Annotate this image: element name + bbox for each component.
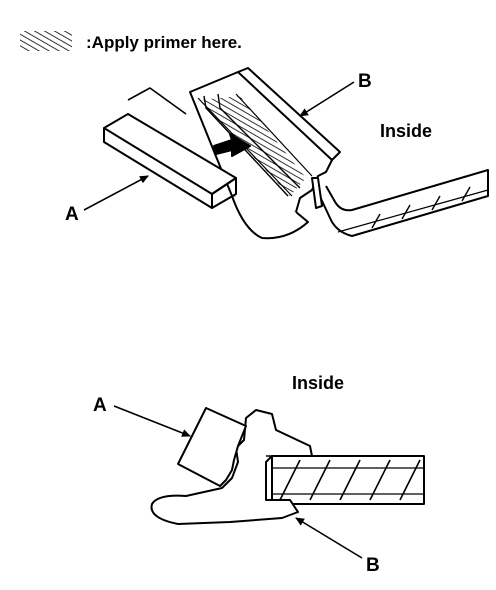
top-label-b: B <box>358 71 372 92</box>
top-block-a <box>103 87 237 209</box>
bottom-block-a <box>177 407 247 487</box>
bottom-leader-b <box>295 517 363 559</box>
top-leader-b <box>299 81 355 117</box>
bottom-label-b: B <box>366 555 380 576</box>
top-label-a: A <box>65 204 79 225</box>
top-glass-panel <box>315 169 489 237</box>
top-view <box>83 67 489 240</box>
top-molding-b <box>189 67 341 240</box>
legend-swatch <box>20 31 72 51</box>
legend-text: :Apply primer here. <box>86 33 242 52</box>
bottom-leader-a <box>113 405 191 437</box>
top-leader-a <box>83 175 149 211</box>
bottom-label-inside: Inside <box>292 373 345 393</box>
bottom-label-a: A <box>93 395 107 416</box>
bottom-view <box>113 405 425 559</box>
top-label-inside: Inside <box>380 121 433 141</box>
bottom-molding-b <box>150 409 313 525</box>
bottom-glass-panel <box>271 455 425 505</box>
top-insertion-arrow <box>213 133 251 157</box>
